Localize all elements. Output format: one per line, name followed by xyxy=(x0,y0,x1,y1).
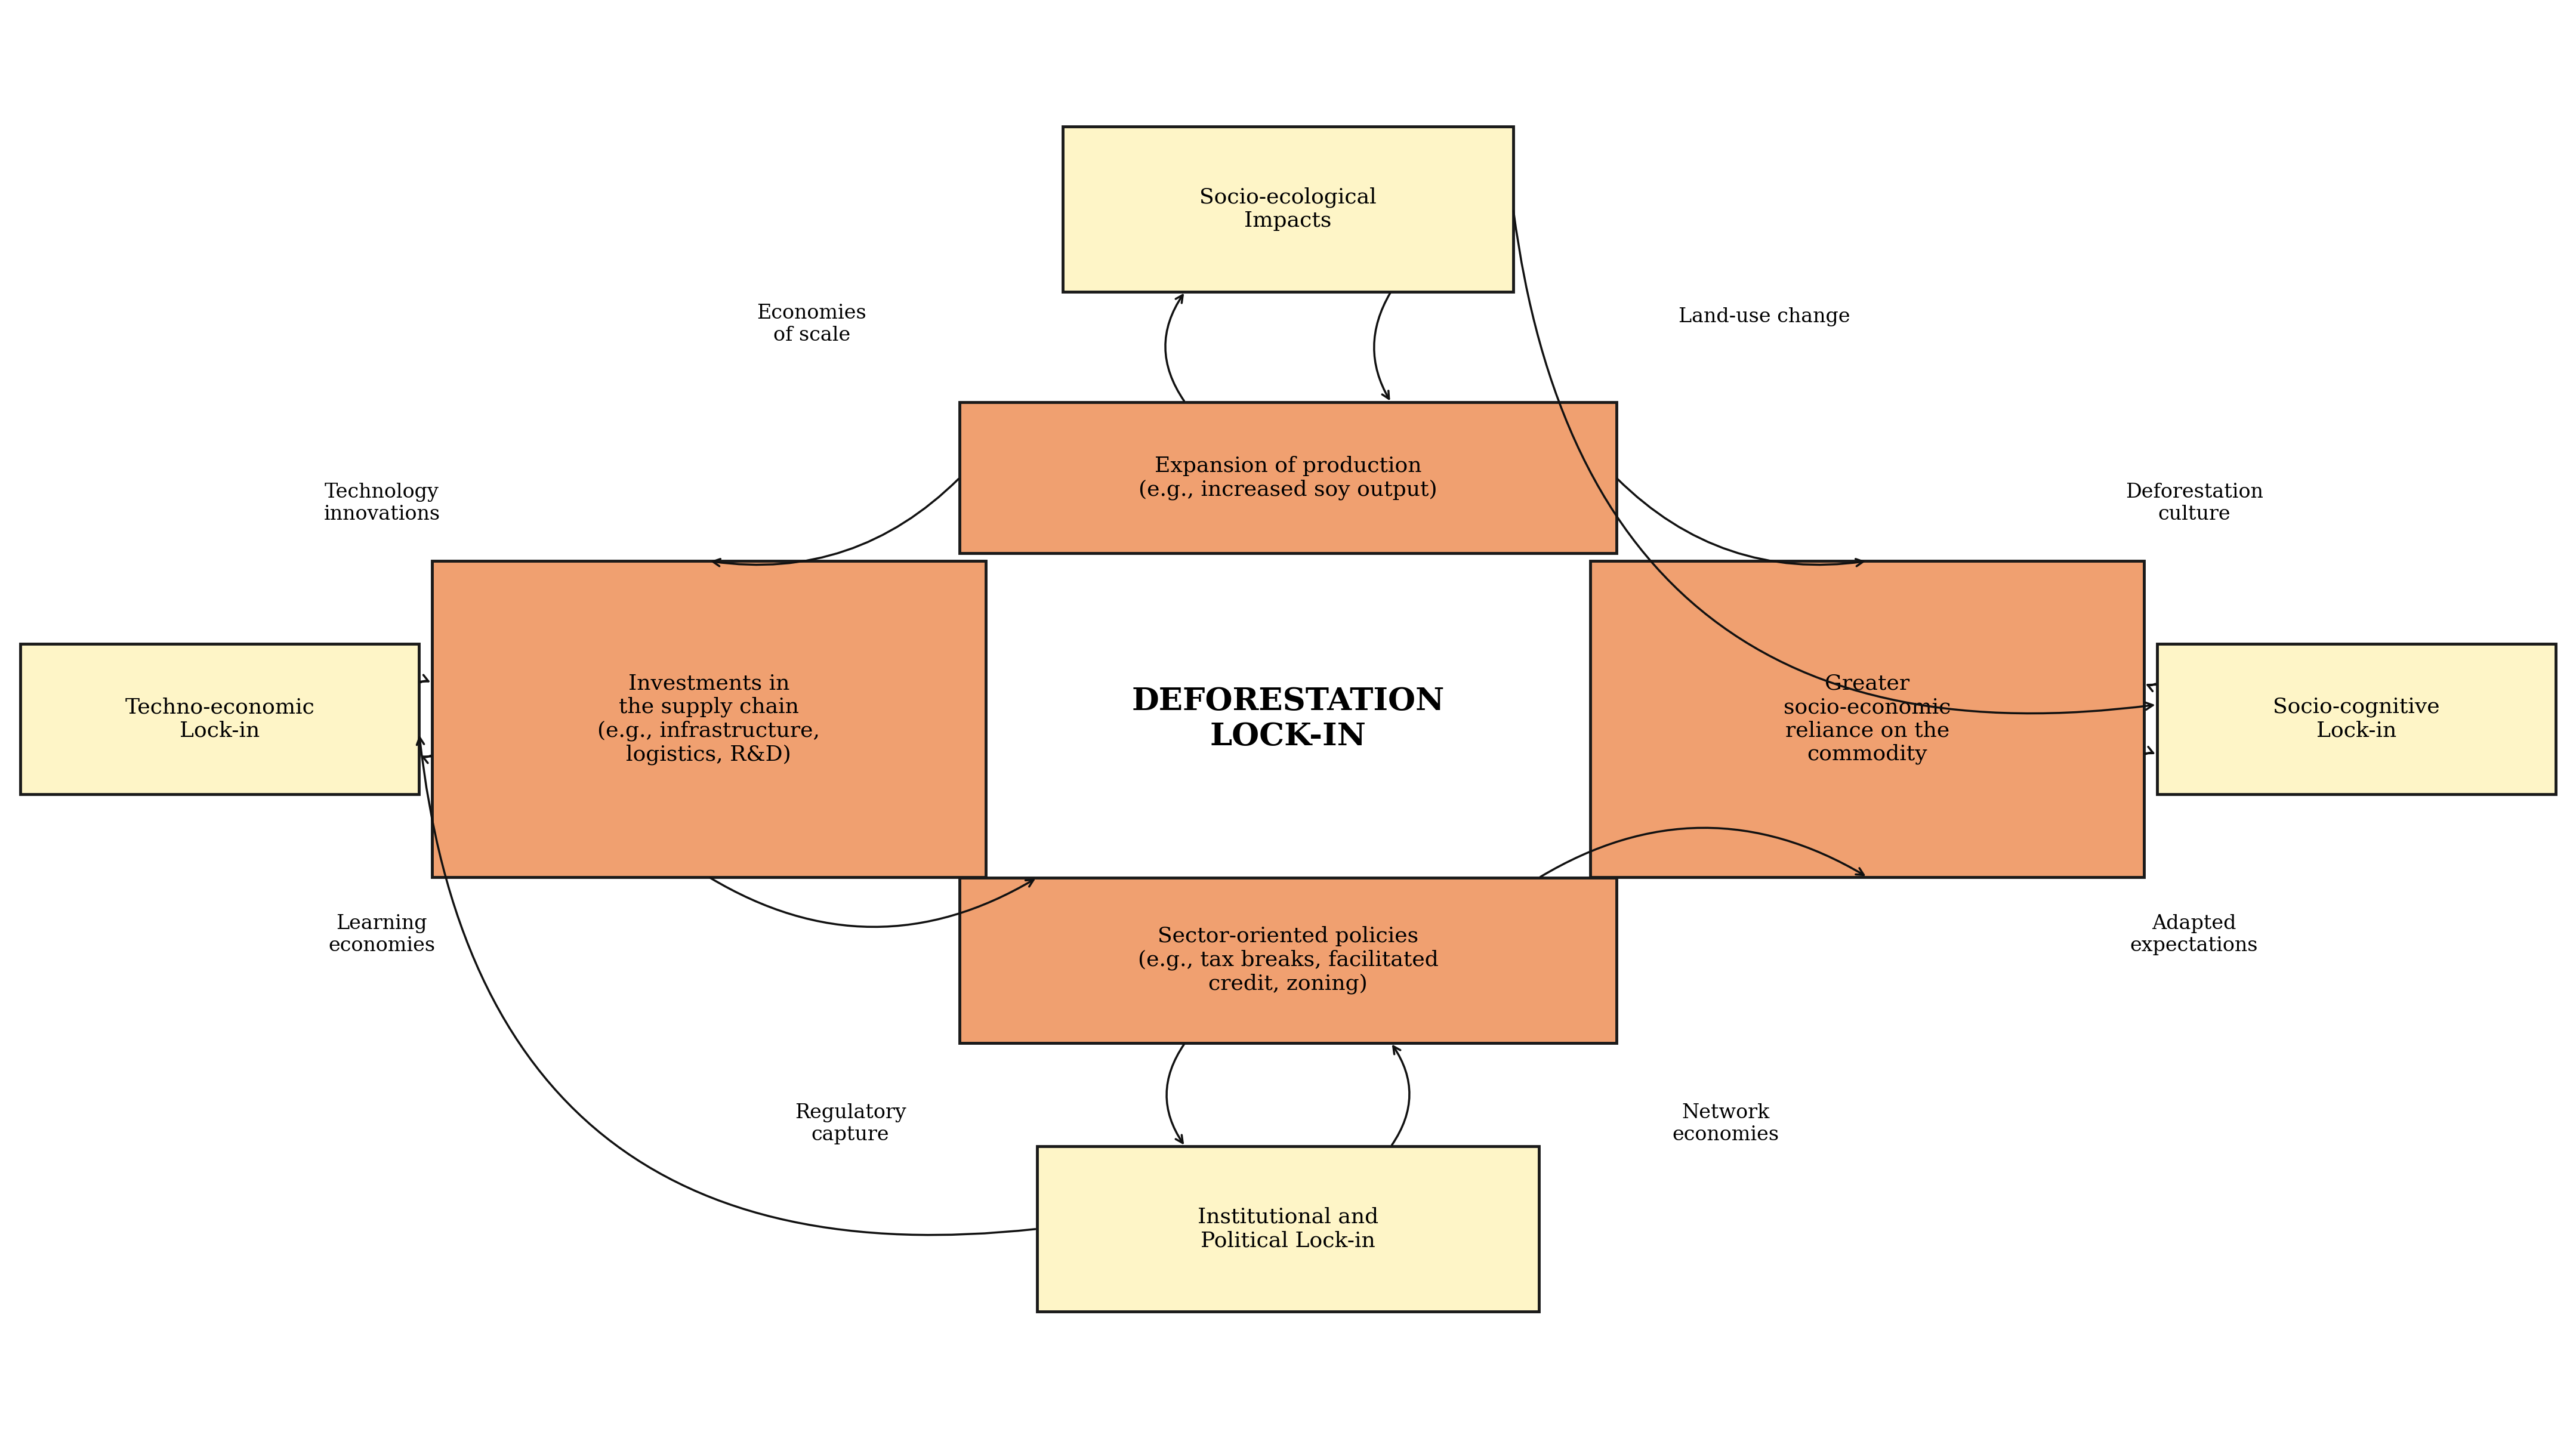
FancyBboxPatch shape xyxy=(1038,1146,1538,1311)
Text: Learning
economies: Learning economies xyxy=(327,915,435,955)
Text: Regulatory
capture: Regulatory capture xyxy=(793,1103,907,1145)
Text: Investments in
the supply chain
(e.g., infrastructure,
logistics, R&D): Investments in the supply chain (e.g., i… xyxy=(598,673,819,765)
Text: Land-use change: Land-use change xyxy=(1680,308,1850,326)
Text: Socio-ecological
Impacts: Socio-ecological Impacts xyxy=(1200,187,1376,232)
Text: Economies
of scale: Economies of scale xyxy=(757,303,866,345)
Text: Network
economies: Network economies xyxy=(1672,1103,1780,1145)
Text: Adapted
expectations: Adapted expectations xyxy=(2130,915,2259,955)
FancyBboxPatch shape xyxy=(961,403,1615,554)
Text: Expansion of production
(e.g., increased soy output): Expansion of production (e.g., increased… xyxy=(1139,456,1437,500)
FancyBboxPatch shape xyxy=(1589,561,2143,877)
Text: Greater
socio-economic
reliance on the
commodity: Greater socio-economic reliance on the c… xyxy=(1783,673,1950,765)
Text: Deforestation
culture: Deforestation culture xyxy=(2125,483,2264,523)
Text: DEFORESTATION
LOCK-IN: DEFORESTATION LOCK-IN xyxy=(1131,686,1445,752)
Text: Technology
innovations: Technology innovations xyxy=(325,483,440,523)
FancyBboxPatch shape xyxy=(433,561,987,877)
FancyBboxPatch shape xyxy=(2156,644,2555,794)
FancyBboxPatch shape xyxy=(961,877,1615,1043)
Text: Institutional and
Political Lock-in: Institutional and Political Lock-in xyxy=(1198,1206,1378,1251)
FancyBboxPatch shape xyxy=(21,644,420,794)
Text: Techno-economic
Lock-in: Techno-economic Lock-in xyxy=(124,697,314,741)
FancyBboxPatch shape xyxy=(1064,127,1512,292)
Text: Sector-oriented policies
(e.g., tax breaks, facilitated
credit, zoning): Sector-oriented policies (e.g., tax brea… xyxy=(1139,926,1437,994)
Text: Socio-cognitive
Lock-in: Socio-cognitive Lock-in xyxy=(2272,697,2439,741)
